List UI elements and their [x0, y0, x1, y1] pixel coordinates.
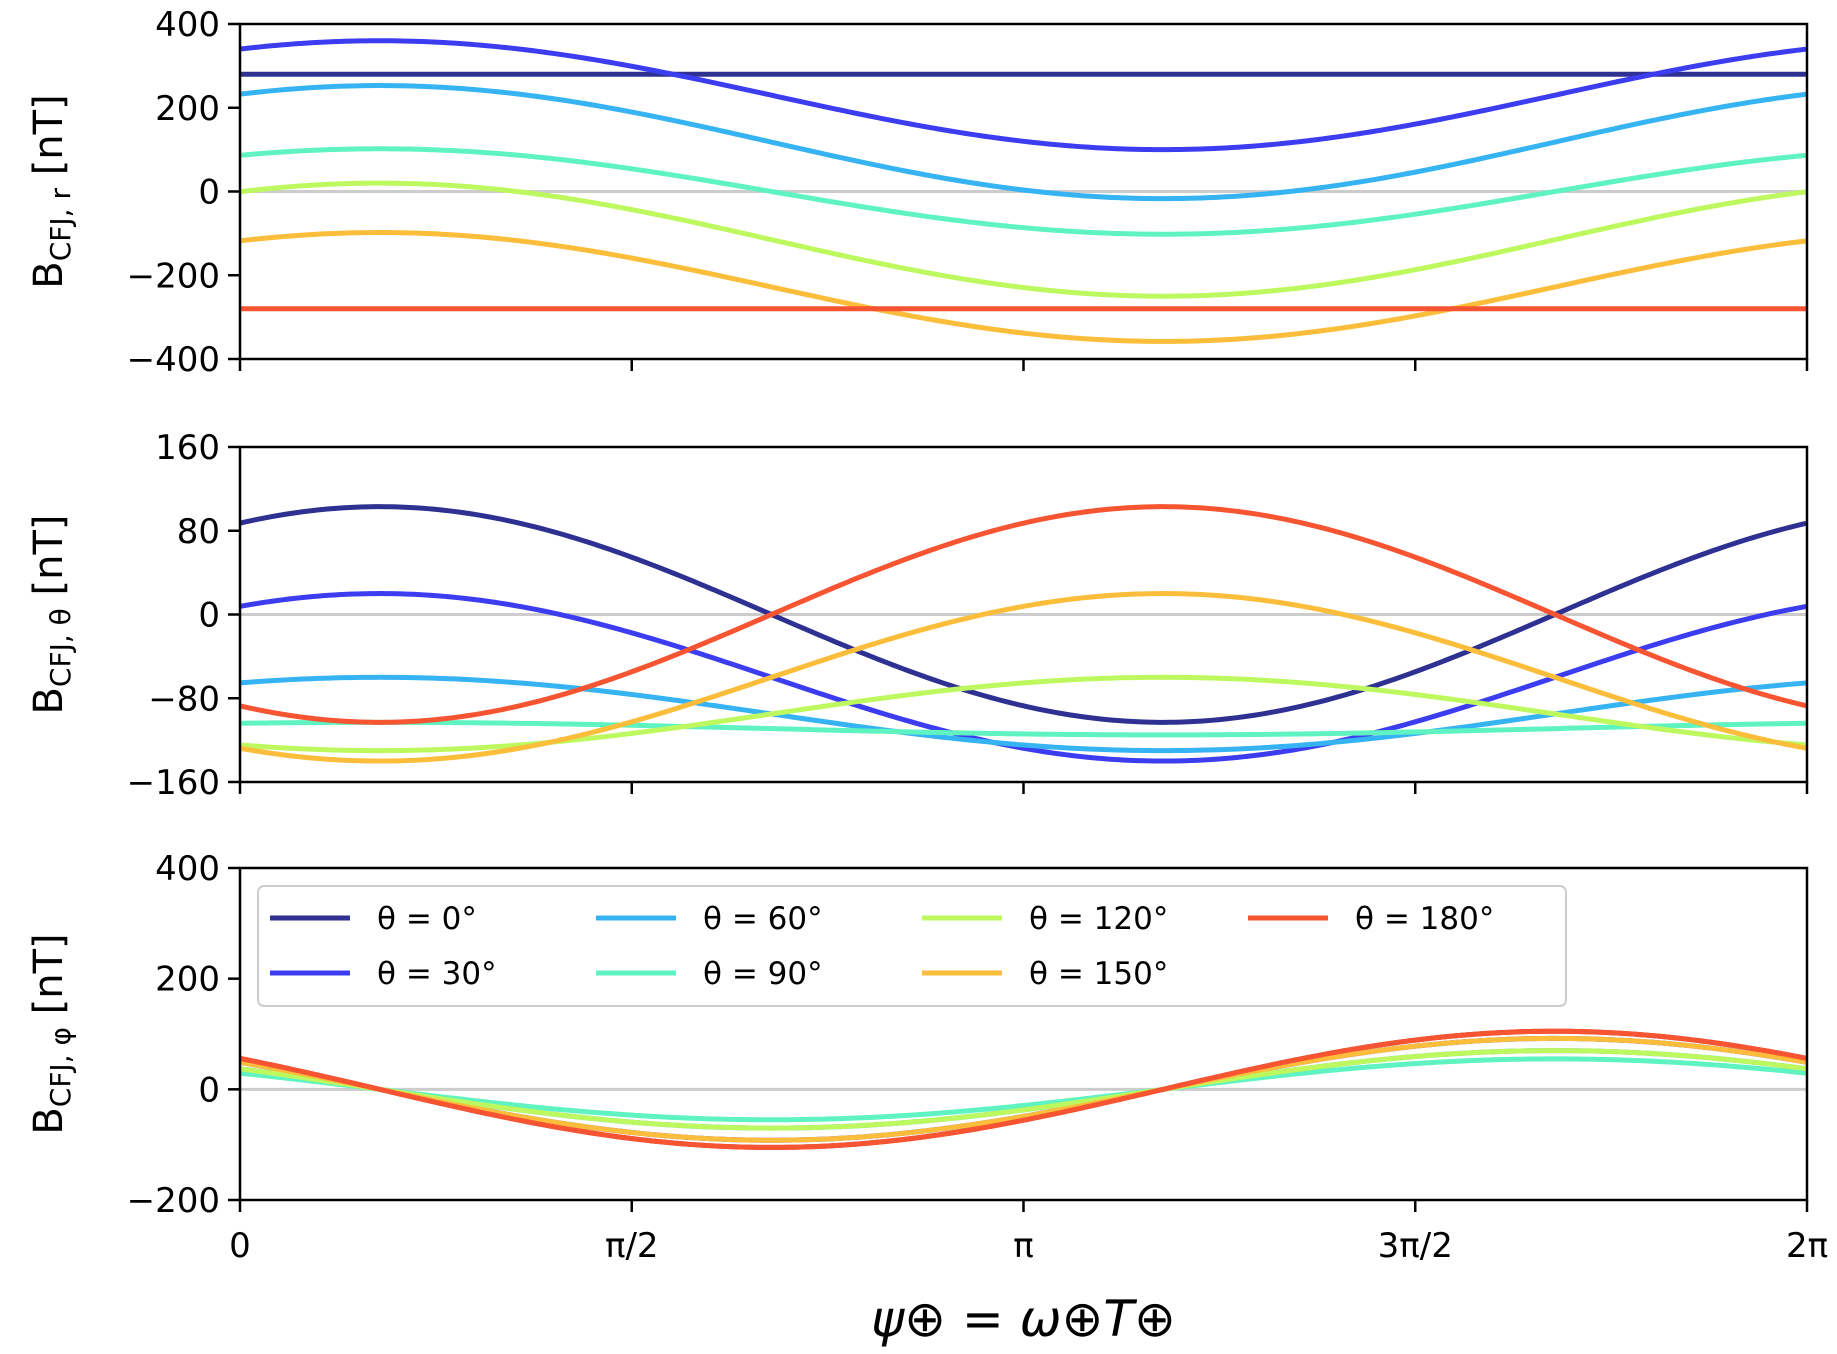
y-tick-label: 400 — [155, 5, 220, 45]
y-axis-label-unit: [nT] — [26, 933, 72, 1027]
series-line-bottom-6 — [239, 1028, 1808, 1150]
panel-middle: 160 80 0 −80 −160 BCFJ, θ [nT] — [26, 428, 1809, 803]
y-tick-label: 0 — [198, 173, 220, 213]
series-line-middle-4 — [239, 674, 1808, 754]
y-tick-label: 80 — [177, 512, 220, 552]
legend-label: θ = 150° — [1029, 956, 1168, 992]
series-line-middle-5 — [239, 591, 1808, 764]
legend: θ = 0° θ = 30° θ = 60° θ = 90° θ = 120° θ = 1… — [257, 885, 1567, 1007]
legend-label: θ = 90° — [703, 956, 823, 992]
series-line-top-4 — [239, 180, 1808, 299]
y-tick-label: 200 — [155, 89, 220, 129]
legend-label: θ = 30° — [377, 956, 497, 992]
y-axis-label-sub: CFJ, r — [44, 188, 77, 262]
y-axis-label-main: B — [26, 687, 72, 714]
y-tick-label: −400 — [127, 340, 220, 380]
series-line-middle-1 — [239, 591, 1808, 764]
y-tick-label: 200 — [155, 960, 220, 1000]
series-line-middle-2 — [239, 674, 1808, 754]
y-tick-label: −200 — [127, 1181, 220, 1221]
panel-top: 400 200 0 −200 −400 BCFJ, r [nT] — [26, 5, 1809, 380]
y-tick-label: −80 — [148, 679, 220, 719]
x-tick-label: 3π/2 — [1378, 1226, 1453, 1266]
y-tick-label: 400 — [155, 849, 220, 889]
legend-label: θ = 120° — [1029, 901, 1168, 937]
legend-label: θ = 60° — [703, 901, 823, 937]
y-axis-label: BCFJ, θ [nT] — [26, 514, 77, 714]
y-axis-label-sub: CFJ, θ — [44, 608, 77, 687]
x-tick-label: π — [1013, 1226, 1033, 1266]
series-line-bottom-5 — [239, 1035, 1808, 1143]
series-line-top-5 — [239, 230, 1808, 344]
y-axis-label-unit: [nT] — [26, 94, 72, 188]
series-line-middle-3 — [239, 719, 1808, 738]
legend-frame — [257, 885, 1567, 1007]
y-tick-label: −160 — [127, 763, 220, 803]
y-axis-label-sub: CFJ, φ — [44, 1027, 77, 1107]
x-tick-label: 2π — [1786, 1226, 1828, 1266]
x-tick-label: π/2 — [605, 1226, 659, 1266]
series-line-middle-6 — [239, 504, 1808, 725]
y-tick-label: 0 — [198, 596, 220, 636]
x-axis-label: ψ⊕ = ω⊕T⊕ — [871, 1290, 1176, 1348]
legend-label: θ = 180° — [1355, 901, 1494, 937]
series-line-bottom-4 — [239, 1048, 1808, 1131]
series-line-top-3 — [239, 146, 1808, 237]
y-tick-label: 0 — [198, 1070, 220, 1110]
y-axis-label-main: B — [26, 1107, 72, 1134]
y-axis-label: BCFJ, φ [nT] — [26, 933, 77, 1134]
y-axis-label-unit: [nT] — [26, 514, 72, 608]
x-tick-label: 0 — [229, 1226, 251, 1266]
series-line-top-1 — [239, 38, 1808, 153]
series-line-top-2 — [239, 83, 1808, 202]
series-line-bottom-3 — [239, 1056, 1808, 1123]
series-line-middle-0 — [239, 504, 1808, 725]
y-axis-label-main: B — [26, 261, 72, 288]
y-tick-label: 160 — [155, 428, 220, 468]
legend-label: θ = 0° — [377, 901, 477, 937]
y-axis-label: BCFJ, r [nT] — [26, 94, 77, 288]
y-tick-label: −200 — [127, 256, 220, 296]
